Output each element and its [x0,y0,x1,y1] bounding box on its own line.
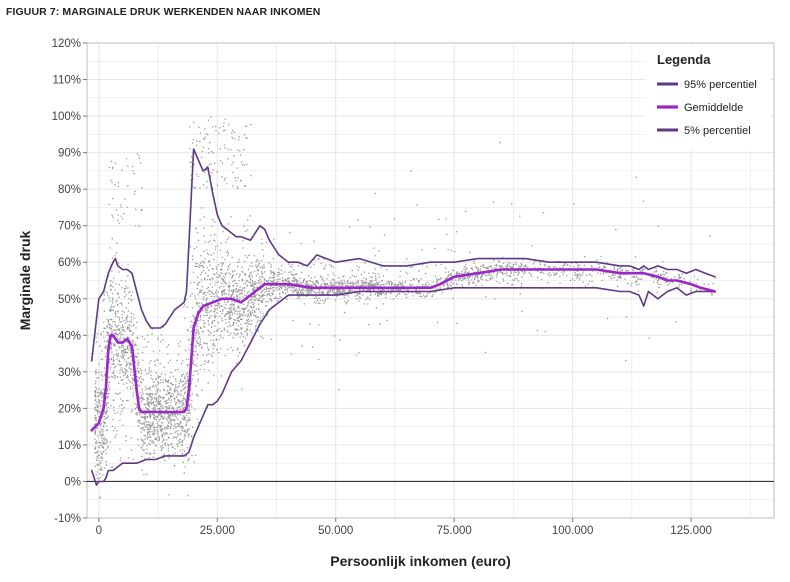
y-tick-label: 30% [58,367,81,379]
y-tick-label: 60% [58,257,81,269]
legend-label-p95: 95% percentiel [684,79,757,91]
y-tick-label: -10% [54,513,81,525]
x-tick-label: 75.000 [437,525,472,537]
legend-entries: 95% percentiel Gemiddelde 5% percentiel [657,79,757,137]
y-tick-label: 80% [58,184,81,196]
y-tick-label: 0% [64,476,81,488]
series-line-p95 [90,148,716,362]
scatter-cloud [94,116,717,499]
y-tick-label: 20% [58,403,81,415]
series-lines [90,148,717,486]
legend-label-mean: Gemiddelde [684,102,743,114]
legend-title: Legenda [657,52,711,67]
figure-title: FIGUUR 7: MARGINALE DRUK WERKENDEN NAAR … [6,6,321,18]
axis-ticks: -10% 0% 10% 20% 30% 40% 50% 60% 70% 80% 90% 100% 110… [52,38,712,537]
plot-frame [86,42,775,519]
y-tick-label: 100% [52,111,81,123]
y-axis-title: Marginale druk [17,231,33,331]
plot-border [86,42,775,519]
x-tick-label: 125.000 [670,525,712,537]
y-tick-label: 40% [58,330,81,342]
y-tick-label: 50% [58,294,81,306]
y-tick-label: 90% [58,148,81,160]
y-tick-label: 110% [52,75,81,87]
scatter-points [94,116,717,499]
x-tick-label: 100.000 [552,525,594,537]
x-tick-label: 50.000 [318,525,353,537]
y-tick-label: 10% [58,440,81,452]
x-tick-label: 0 [96,525,102,537]
y-tick-label: 70% [58,221,81,233]
y-tick-label: 120% [52,38,81,50]
x-axis-title: Persoonlijk inkomen (euro) [330,553,510,569]
legend-label-p5: 5% percentiel [684,125,751,137]
legend: Legenda 95% percentiel Gemiddelde 5% perce… [646,46,771,150]
series-line-mean [90,268,717,432]
x-tick-label: 25.000 [200,525,235,537]
legend-background [646,46,771,150]
series-line-p5 [90,287,716,486]
